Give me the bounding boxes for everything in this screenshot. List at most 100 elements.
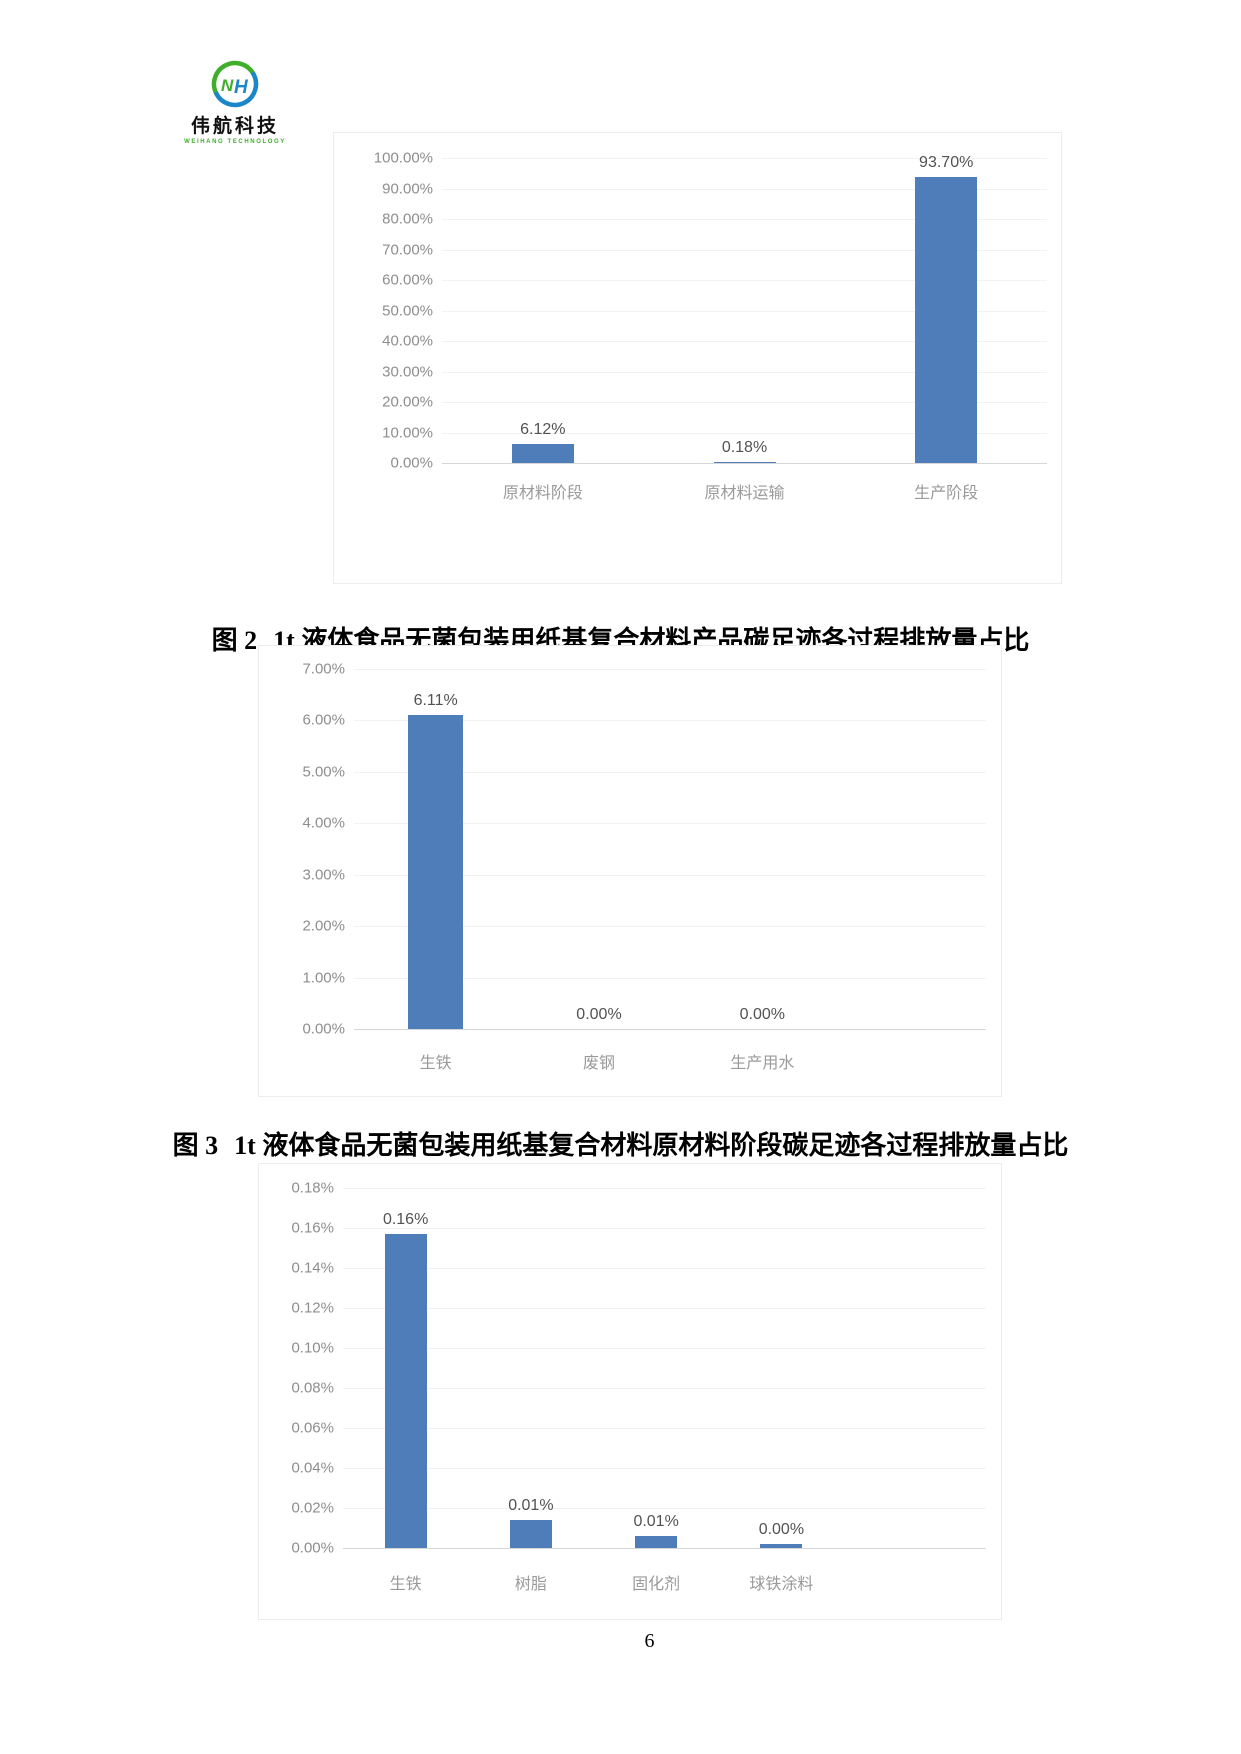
logo-company-subtitle: WEIHANG TECHNOLOGY (184, 139, 286, 145)
y-axis-tick-label: 0.06% (291, 1419, 334, 1437)
y-axis-tick-label: 40.00% (382, 332, 433, 350)
bar-value-label: 0.16% (382, 1211, 429, 1228)
bar-column: 0.00% (517, 669, 680, 1029)
y-axis-tick-label: 3.00% (302, 866, 345, 884)
gridline (343, 1308, 986, 1309)
x-category-label: 原材料阶段 (502, 485, 583, 502)
gridline (442, 371, 1047, 373)
gridline (442, 219, 1047, 220)
gridline (354, 977, 986, 979)
company-logo: N H 伟航科技 WEIHANG TECHNOLOGY (180, 60, 290, 145)
plot-area: 7.00% 6.00% 5.00% 4.00% 3.00% 2.00% 1.00% 0.00%… (302, 662, 986, 1037)
plot-area: 0.18% 0.16% 0.14% 0.12% 0.10% 0.08% 0.06% 0.04%… (291, 1181, 986, 1556)
bar (384, 1234, 427, 1548)
bar-column: 6.11% (354, 669, 517, 1029)
y-axis-tick-label: 50.00% (382, 302, 433, 319)
bar-chart-product-stage-shares: 100.00% 90.00% 80.00% 70.00% 60.00% 50.00% 40.… (333, 132, 1062, 584)
svg-text:H: H (234, 77, 249, 98)
y-axis-tick-label: 0.10% (291, 1339, 334, 1357)
svg-text:N: N (221, 76, 234, 95)
gridline (343, 1468, 986, 1469)
bar-value-label: 0.18% (721, 439, 768, 457)
bar-column: 6.12% (442, 158, 644, 463)
bar-value-label: 0.00% (576, 1006, 622, 1023)
bar (511, 444, 574, 463)
logo-mark-icon: N H (211, 60, 259, 108)
x-category-label: 树脂 (514, 1576, 547, 1593)
y-axis-tick-label: 0.16% (291, 1219, 334, 1237)
bar (635, 1536, 678, 1548)
gridline (442, 280, 1047, 281)
bar (915, 177, 978, 463)
gridline (343, 1347, 986, 1349)
gridline (354, 874, 986, 876)
y-axis-tick-label: 0.12% (291, 1299, 334, 1317)
x-axis-labels: 生铁 废钢 生产用水 (354, 1049, 844, 1073)
gridline (354, 823, 986, 825)
gridline (442, 249, 1047, 251)
figure-3-caption: 图 3 1t 液体食品无菌包装用纸基复合材料原材料阶段碳足迹各过程排放量占比 (0, 1125, 1241, 1162)
bar-value-label: 0.00% (758, 1521, 805, 1538)
gridline (442, 432, 1047, 434)
y-axis-tick-label: 0.02% (291, 1499, 334, 1517)
plot-area: 100.00% 90.00% 80.00% 70.00% 60.00% 50.00% 40.… (374, 151, 1047, 471)
y-axis-tick-label: 6.00% (302, 711, 345, 729)
bar-column: 0.00% (681, 669, 844, 1029)
gridline (343, 1267, 986, 1269)
x-category-label: 废钢 (582, 1055, 615, 1072)
bar-value-label: 0.01% (508, 1497, 554, 1514)
bar-column: 0.01% (594, 1188, 719, 1548)
y-axis-tick-label: 0.18% (291, 1179, 334, 1197)
y-axis-tick-label: 0.14% (291, 1259, 334, 1277)
bars-area: 6.11% 0.00% 0.00% (354, 669, 844, 1029)
bar-column: 0.18% (644, 158, 846, 463)
y-axis-tick-label: 4.00% (302, 814, 345, 832)
x-category-label: 生产阶段 (914, 485, 979, 502)
logo-company-name: 伟航科技 (190, 116, 279, 137)
y-axis-tick-label: 60.00% (382, 271, 433, 289)
gridline (354, 720, 986, 722)
page-number: 6 (644, 1630, 655, 1652)
gridline (354, 926, 986, 928)
bars-area: 0.16% 0.01% 0.01% 0.00% (343, 1188, 844, 1548)
y-axis-tick-label: 7.00% (302, 660, 345, 678)
y-axis-tick-label: 10.00% (382, 424, 433, 441)
gridline (442, 158, 1047, 159)
x-category-label: 原材料运输 (704, 485, 785, 502)
y-axis-tick-label: 20.00% (382, 393, 433, 411)
bar-value-label: 93.70% (919, 154, 974, 172)
y-axis-tick-label: 100.00% (373, 149, 433, 167)
gridline (354, 669, 986, 670)
y-axis-tick-label: 0.08% (291, 1379, 334, 1397)
x-category-label: 固化剂 (632, 1576, 681, 1593)
bar-column: 0.00% (719, 1188, 844, 1548)
gridline (442, 341, 1047, 342)
x-category-label: 生铁 (419, 1055, 452, 1072)
bar-value-label: 6.11% (413, 691, 458, 709)
gridline (442, 402, 1047, 403)
x-category-label: 球铁涂料 (749, 1576, 814, 1593)
gridline (343, 1507, 986, 1509)
x-category-label: 生铁 (389, 1576, 422, 1593)
gridline (343, 1227, 986, 1229)
bar (760, 1544, 803, 1548)
y-axis-tick-label: 5.00% (302, 763, 345, 781)
bar-column: 0.16% (343, 1188, 468, 1548)
bar (509, 1520, 552, 1548)
figure-3-caption-label: 图 3 (172, 1131, 219, 1160)
gridline (343, 1188, 986, 1189)
y-axis-tick-label: 0.00% (302, 1020, 345, 1038)
bars-area: 6.12% 0.18% 93.70% (442, 154, 1047, 463)
x-axis-line (343, 1548, 986, 1549)
bar (713, 462, 776, 463)
bar-chart-raw-material-stage-shares: 7.00% 6.00% 5.00% 4.00% 3.00% 2.00% 1.00% 0.00%… (258, 645, 1002, 1097)
gridline (343, 1388, 986, 1389)
gridline (354, 771, 986, 773)
x-axis-labels: 生铁 树脂 固化剂 球铁涂料 (343, 1570, 844, 1594)
figure-2-caption-label: 图 2 (211, 626, 258, 655)
figure-3-caption-text: 1t 液体食品无菌包装用纸基复合材料原材料阶段碳足迹各过程排放量占比 (234, 1131, 1069, 1160)
y-axis-tick-label: 90.00% (382, 180, 433, 197)
gridline (343, 1428, 986, 1429)
bar-column: 93.70% (845, 154, 1047, 463)
y-axis-tick-label: 0.00% (390, 454, 433, 472)
